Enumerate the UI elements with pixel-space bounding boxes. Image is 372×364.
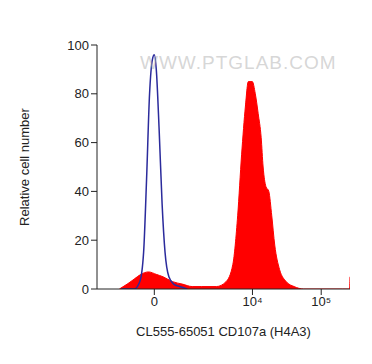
svg-text:0: 0 (151, 294, 158, 309)
svg-text:Relative cell number: Relative cell number (17, 107, 32, 225)
svg-text:20: 20 (75, 233, 89, 248)
svg-text:40: 40 (75, 184, 89, 199)
svg-text:10⁴: 10⁴ (242, 294, 262, 309)
svg-text:100: 100 (67, 38, 89, 53)
svg-text:60: 60 (75, 135, 89, 150)
svg-text:0: 0 (82, 282, 89, 297)
svg-text:CL555-65051 CD107a (H4A3): CL555-65051 CD107a (H4A3) (136, 324, 311, 339)
html-text:WWW.PTGLAB.COM: WWW.PTGLAB.COM (140, 52, 337, 73)
svg-text:10⁵: 10⁵ (311, 294, 331, 309)
svg-text:80: 80 (75, 86, 89, 101)
